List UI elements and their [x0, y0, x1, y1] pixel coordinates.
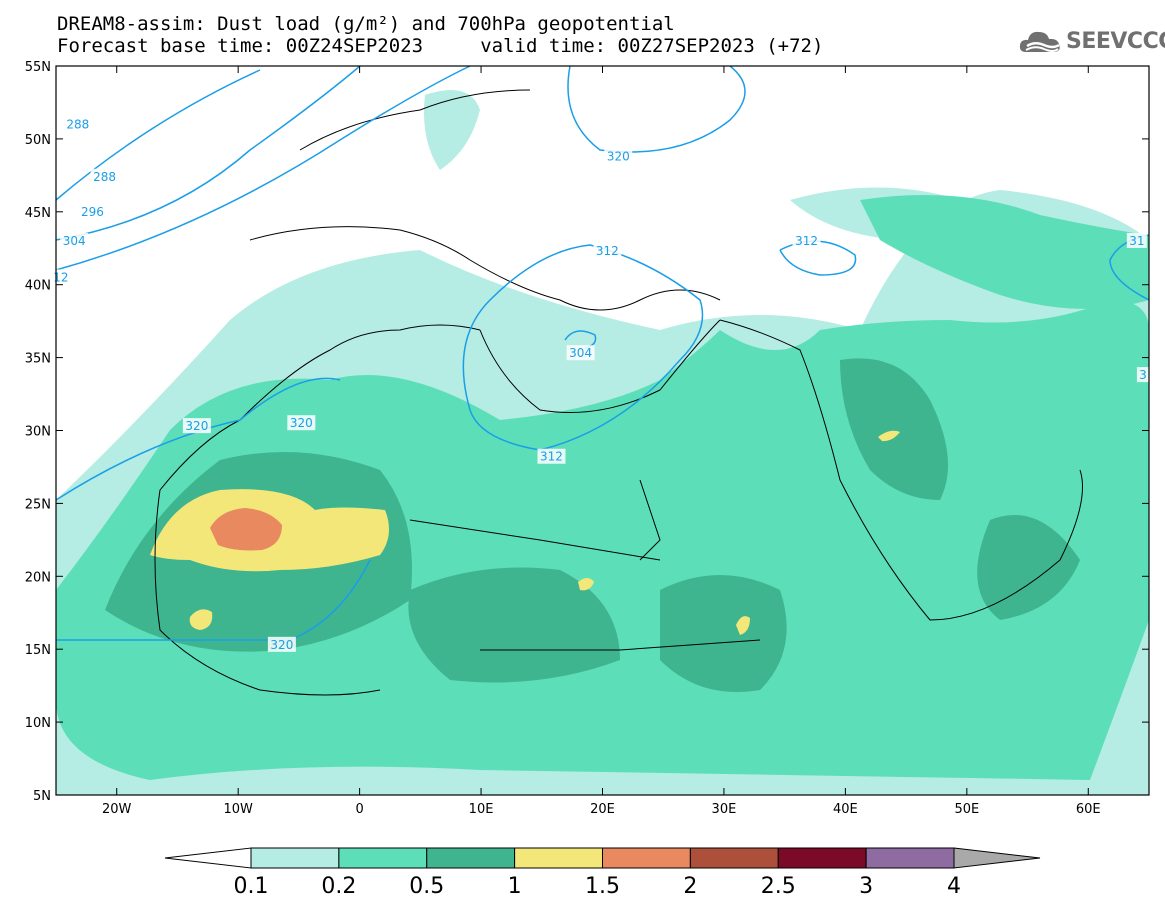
colorbar-segment	[602, 847, 691, 869]
contour-label: 3	[1139, 368, 1147, 382]
contour-labels: 288 288 296 304 12 320 312 312 31 304 320 320 312 320…	[50, 116, 1149, 652]
colorbar-segment	[777, 847, 867, 869]
dust-layer-0.5-sahel	[408, 567, 620, 683]
cloud-icon	[1019, 31, 1060, 52]
dust-layer-1-spot3	[578, 578, 594, 591]
contour-label: 320	[185, 419, 208, 433]
colorbar-segment	[689, 847, 779, 869]
dust-layer-1-spot1	[189, 609, 213, 630]
logo-text: SEEVCCC	[1066, 29, 1165, 54]
colorbar-label: 0.5	[409, 874, 444, 899]
lat-tick-label: 30N	[25, 425, 51, 440]
lat-tick-label: 55N	[25, 60, 51, 75]
contour-label: 288	[66, 117, 89, 131]
forecast-times: Forecast base time: 00Z24SEP2023 valid t…	[57, 35, 824, 57]
contour-label: 312	[795, 234, 818, 248]
contour-label: 320	[270, 638, 293, 652]
colorbar-label: 0.1	[234, 874, 269, 899]
contour-label: 312	[540, 450, 563, 464]
dust-layer-0.5-arabia	[840, 358, 948, 500]
colorbar-label: 2	[683, 874, 697, 899]
contour-label-bg	[1126, 232, 1147, 248]
colorbar-segment	[426, 847, 516, 869]
colorbar-segment	[865, 847, 955, 869]
dust-layer-0.1-north	[424, 90, 480, 170]
colorbar-label: 4	[947, 874, 961, 899]
contour-label-bg	[1136, 367, 1149, 383]
lon-tick-label: 50E	[954, 802, 979, 817]
lat-tick-label: 5N	[33, 789, 51, 804]
dust-layer-1.5	[210, 508, 282, 551]
lat-tick-label: 15N	[25, 643, 51, 658]
contour-label-bg	[78, 203, 107, 219]
contour-label: 320	[290, 416, 313, 430]
contour-label: 296	[81, 205, 104, 219]
contour-label-bg	[566, 345, 595, 361]
contour-label: 304	[63, 234, 86, 248]
dust-layer-1-spot4	[878, 430, 900, 442]
contour-label-bg	[267, 636, 296, 652]
dust-layer-0.5-oman	[977, 515, 1080, 620]
colorbar-max-arrow	[953, 847, 1041, 869]
contour-label-bg	[63, 116, 92, 132]
contour-label: 31	[1129, 234, 1144, 248]
contour-label: 320	[607, 149, 630, 163]
contour-label: 12	[53, 270, 68, 284]
lon-tick-label: 0	[355, 802, 363, 817]
contour-label-bg	[593, 243, 622, 259]
lat-tick-label: 35N	[25, 352, 51, 367]
coastlines	[154, 89, 1083, 696]
lat-tick-label: 45N	[25, 206, 51, 221]
contour-label: 312	[596, 244, 619, 258]
colorbar-label: 1.5	[585, 874, 620, 899]
lon-tick-label: 10W	[223, 802, 253, 817]
lat-tick-label: 10N	[25, 716, 51, 731]
contour-label: 288	[93, 170, 116, 184]
contour-label-bg	[60, 232, 89, 248]
colorbar-segment	[514, 847, 603, 869]
dust-layer-0.5-sudan	[660, 575, 787, 692]
lon-tick-label: 20W	[102, 802, 132, 817]
colorbar-label: 3	[859, 874, 873, 899]
contour-label-bg	[287, 415, 316, 431]
lon-tick-label: 20E	[590, 802, 615, 817]
colorbar-min-arrow	[164, 847, 252, 869]
colorbar-segment	[338, 847, 428, 869]
contour-label-bg	[792, 232, 821, 248]
contour-label-bg	[604, 148, 633, 164]
axis-ticks: 20W 10W 0 10E 20E 30E 40E 50E 60E55N50N45N40N35N…	[25, 60, 1149, 817]
lat-tick-label: 25N	[25, 497, 51, 512]
contour-label-bg	[537, 448, 566, 464]
colorbar-label: 1	[508, 874, 522, 899]
lat-tick-label: 50N	[25, 133, 51, 148]
dust-layer-1-spot2	[736, 616, 750, 635]
lat-tick-label: 20N	[25, 570, 51, 585]
dust-layer-0.2-east	[860, 195, 1149, 309]
map-title: DREAM8-assim: Dust load (g/m²) and 700hP…	[57, 13, 675, 35]
colorbar-label: 2.5	[761, 874, 796, 899]
lon-tick-label: 40E	[833, 802, 858, 817]
contour-label-bg	[90, 168, 119, 184]
contour-label: 304	[569, 346, 592, 360]
colorbar-segment	[250, 847, 340, 869]
seevccc-logo: SEEVCCC	[1018, 26, 1165, 60]
lat-tick-label: 40N	[25, 279, 51, 294]
lon-tick-label: 30E	[712, 802, 737, 817]
dust-fields	[56, 90, 1149, 795]
lon-tick-label: 60E	[1076, 802, 1101, 817]
lon-tick-label: 10E	[469, 802, 494, 817]
contour-label-bg	[182, 418, 211, 434]
colorbar-label: 0.2	[321, 874, 356, 899]
